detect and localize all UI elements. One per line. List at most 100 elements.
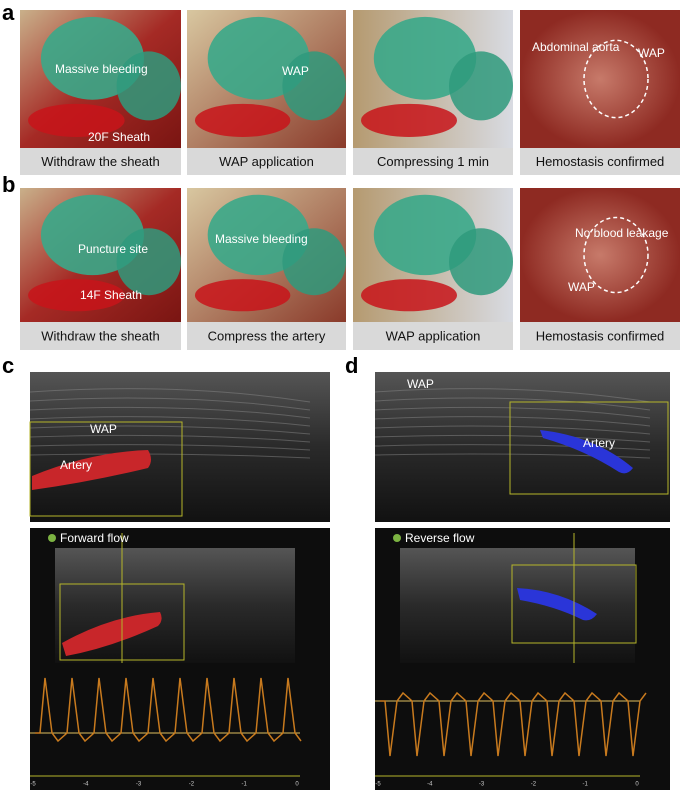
caption-bar	[20, 322, 181, 350]
tissue-streak	[29, 397, 311, 411]
caption-bar	[353, 148, 513, 175]
tissue-streak	[29, 453, 311, 459]
photo-caption: WAP application	[386, 328, 481, 343]
blood	[28, 279, 125, 312]
photo: Compressing 1 min	[353, 10, 513, 175]
photo: Compress the artery Massive bleeding	[187, 188, 346, 350]
ultrasound-bmode: WAP Artery	[29, 372, 330, 522]
us-annotation: Artery	[583, 436, 615, 450]
photo-annotation: WAP	[568, 280, 595, 294]
us-annotation: WAP	[407, 377, 434, 391]
tissue-streak	[29, 444, 311, 451]
panel-label: a	[2, 0, 15, 25]
blood	[361, 279, 457, 312]
caption-bar	[520, 148, 680, 175]
photo-annotation: 20F Sheath	[88, 130, 150, 144]
artery	[62, 612, 162, 656]
photo-annotation: Abdominal aorta	[532, 40, 620, 54]
time-tick-label: -4	[83, 782, 89, 788]
photo: WAP application	[353, 188, 513, 350]
panel-label: b	[2, 172, 15, 197]
photo-caption: Hemostasis confirmed	[536, 328, 665, 343]
photo-caption: Hemostasis confirmed	[536, 154, 665, 169]
tissue-streak	[374, 425, 651, 435]
time-tick-label: -1	[242, 782, 248, 788]
blood	[194, 103, 291, 137]
ultrasound-doppler: Reverse flow -5 -4 -3 -2 -1 0	[375, 528, 670, 790]
caption-bar	[20, 148, 181, 175]
photo-caption: WAP application	[219, 154, 314, 169]
flow-icon	[48, 534, 56, 542]
photo-caption: Withdraw the sheath	[41, 328, 160, 343]
time-tick-label: -2	[189, 782, 195, 788]
ultrasound-image	[30, 372, 330, 522]
flow-label: Forward flow	[60, 531, 129, 545]
glove	[116, 51, 181, 121]
photo-image	[520, 10, 680, 148]
glove	[116, 228, 181, 296]
photo: Withdraw the sheath Puncture site 14F Shea…	[20, 188, 181, 350]
photo: WAP application WAP	[187, 10, 346, 175]
photo-caption: Compressing 1 min	[377, 154, 489, 169]
glove	[282, 228, 346, 296]
caption-bar	[187, 148, 346, 175]
photo-caption: Compress the artery	[208, 328, 326, 343]
photo-annotation: No blood leakage	[575, 226, 669, 240]
artery	[517, 588, 597, 621]
photo-annotation: 14F Sheath	[80, 288, 142, 302]
photo-annotation: Massive bleeding	[215, 232, 308, 246]
photo: Hemostasis confirmed Abdominal aorta WAP	[520, 10, 680, 175]
photo: Hemostasis confirmed No blood leakage WAP	[520, 188, 680, 350]
spectral-waveform	[380, 691, 647, 757]
ultrasound-bmode-inset	[400, 548, 635, 663]
photo-annotation: WAP	[638, 46, 665, 60]
tissue-streak	[374, 388, 651, 403]
tissue-streak	[29, 416, 311, 427]
color-box	[29, 421, 183, 517]
wap-outline	[583, 39, 649, 119]
tissue-streak	[29, 388, 311, 403]
photo-annotation: Puncture site	[78, 242, 148, 256]
tissue-streak	[374, 406, 651, 419]
spectral-waveform	[35, 677, 302, 743]
photo-annotation: WAP	[282, 64, 309, 78]
time-tick-label: -5	[30, 782, 36, 788]
us-annotation: Artery	[60, 458, 92, 472]
photo-image	[520, 188, 680, 322]
ultrasound-doppler: Forward flow -5 -4 -3 -2 -1 0	[30, 528, 330, 790]
time-tick-label: 0	[635, 782, 639, 788]
blood	[361, 103, 457, 137]
glove	[449, 228, 513, 296]
caption-bar	[520, 322, 680, 350]
tissue-streak	[374, 397, 651, 411]
artery	[540, 430, 633, 474]
color-box	[509, 401, 669, 495]
time-tick-label: -1	[583, 782, 589, 788]
us-annotation: WAP	[90, 422, 117, 436]
tissue-streak	[29, 425, 311, 435]
tissue-streak	[374, 434, 651, 443]
caption-bar	[187, 322, 346, 350]
flow-label: Reverse flow	[405, 531, 475, 545]
blood	[28, 103, 125, 137]
tissue-streak	[29, 406, 311, 419]
tissue-streak	[374, 444, 651, 451]
wap-outline	[583, 216, 649, 294]
tissue-streak	[374, 416, 651, 427]
flow-icon	[393, 534, 401, 542]
artery	[32, 450, 151, 490]
photo-annotation: Massive bleeding	[55, 62, 148, 76]
time-tick-label: -3	[136, 782, 142, 788]
time-tick-label: -5	[375, 782, 381, 788]
photo: Withdraw the sheath Massive bleeding 20F S…	[20, 10, 181, 175]
caption-bar	[353, 322, 513, 350]
blood	[194, 279, 291, 312]
panel-label: c	[2, 353, 14, 378]
panel-label: d	[345, 353, 358, 378]
time-tick-label: -3	[479, 782, 485, 788]
time-tick-label: -4	[427, 782, 433, 788]
time-tick-label: -2	[531, 782, 537, 788]
ultrasound-image	[375, 372, 670, 522]
glove	[449, 51, 513, 121]
